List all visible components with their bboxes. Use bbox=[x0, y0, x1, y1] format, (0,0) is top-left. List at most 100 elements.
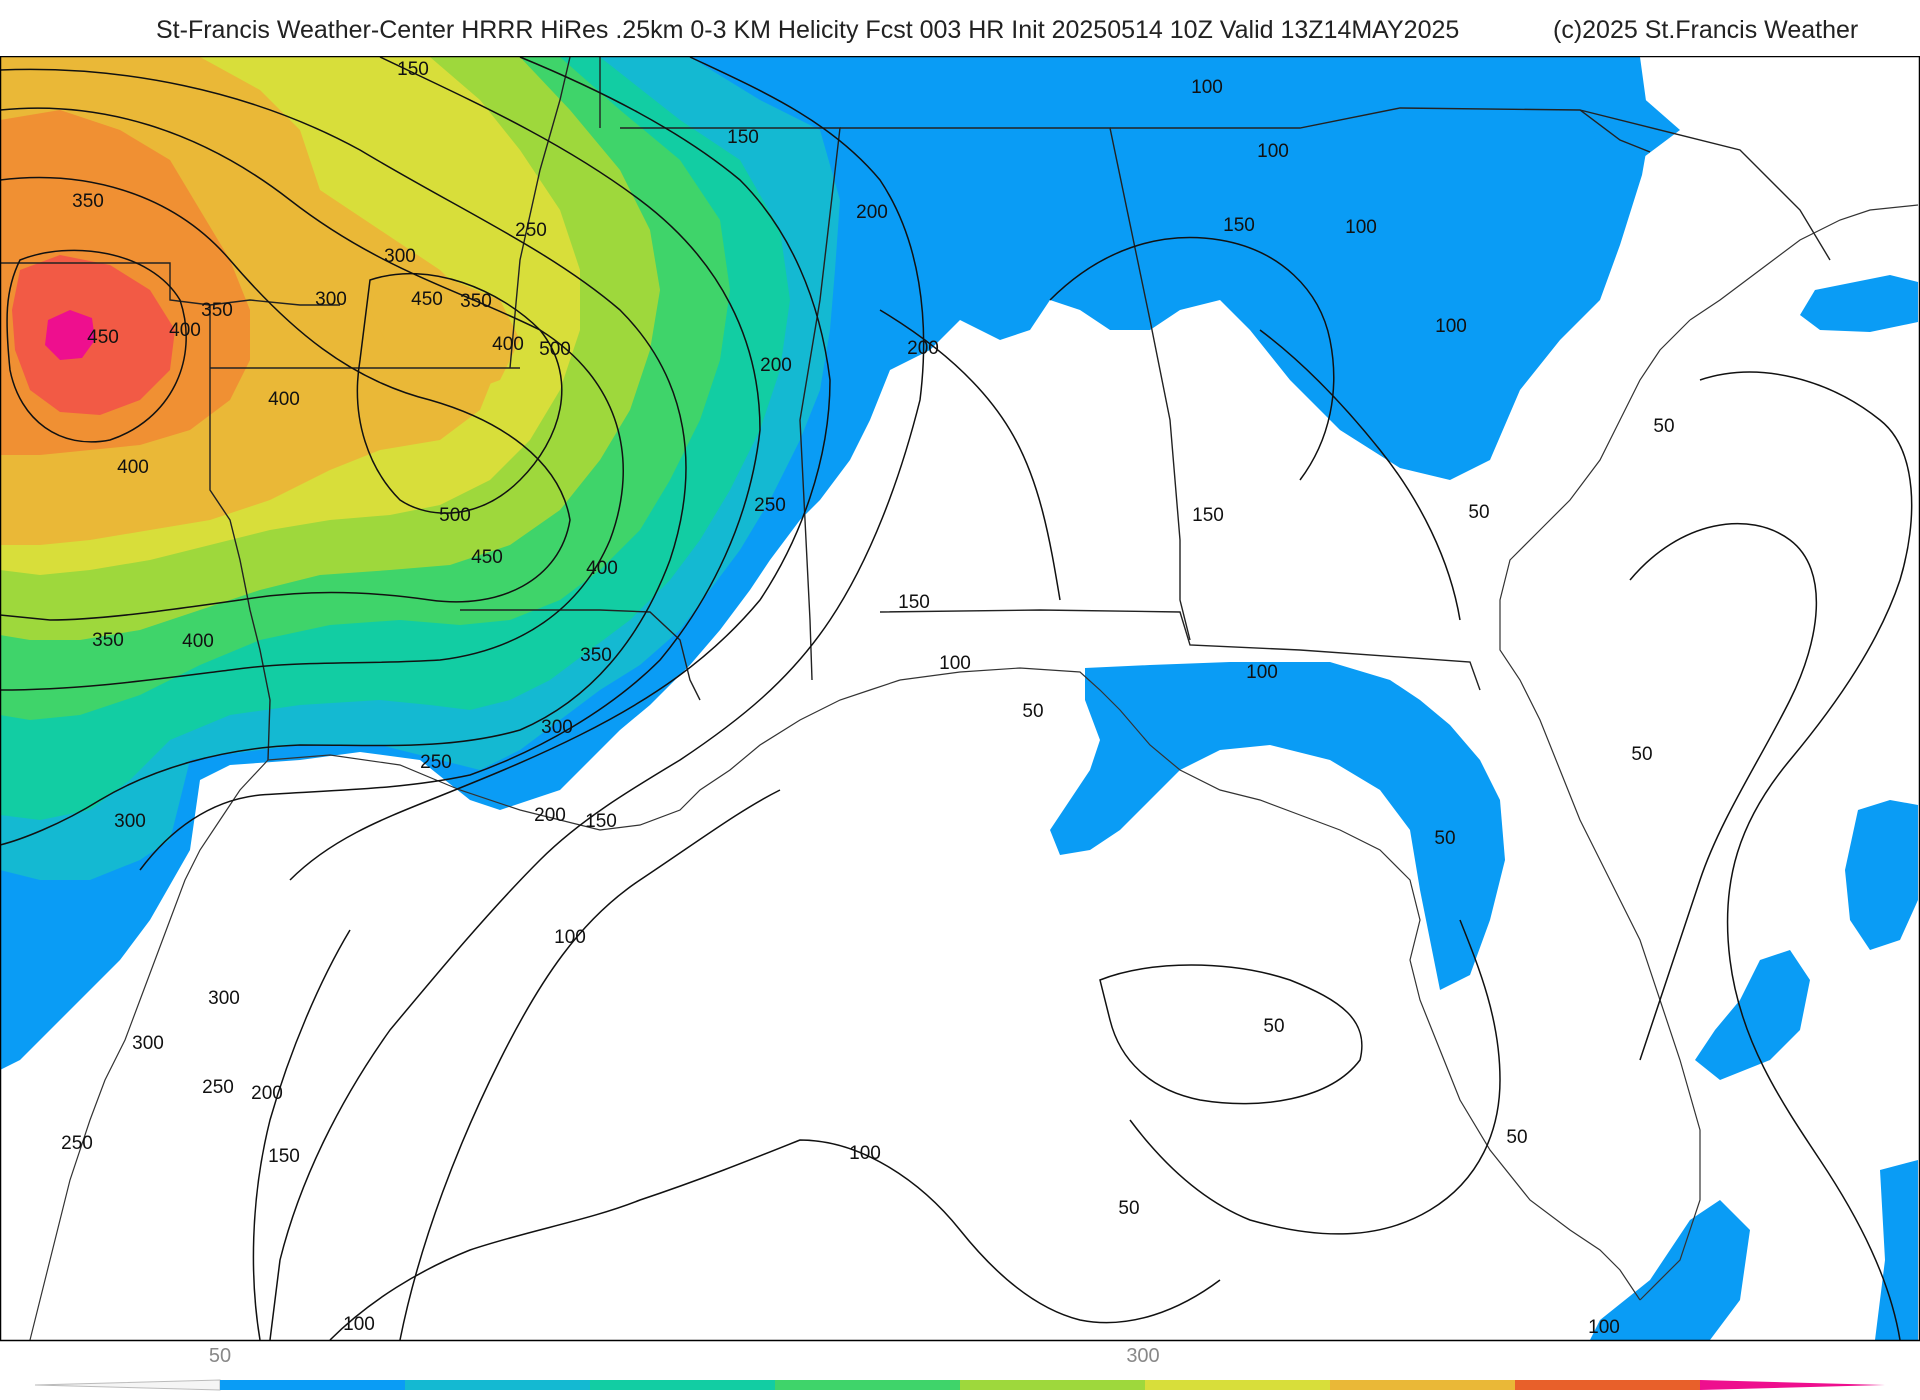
contour-label: 150 bbox=[585, 811, 617, 832]
coast-texas bbox=[29, 759, 269, 1341]
coast-florida-atlantic bbox=[1499, 319, 1701, 1301]
contour-label: 50 bbox=[1631, 744, 1652, 765]
colorbar-segment-2 bbox=[405, 1380, 590, 1390]
contour-100-south bbox=[329, 1139, 1221, 1341]
contour-150 bbox=[269, 56, 925, 1341]
contour-label: 400 bbox=[117, 457, 149, 478]
contour-label: 150 bbox=[1192, 505, 1224, 526]
contour-label: 50 bbox=[1653, 416, 1674, 437]
border-alabama-florida bbox=[879, 609, 1481, 691]
contour-label: 450 bbox=[411, 289, 443, 310]
contour-50-florida bbox=[1129, 919, 1501, 1235]
contour-label: 100 bbox=[1435, 316, 1467, 337]
contour-label: 50 bbox=[1468, 502, 1489, 523]
contour-label: 200 bbox=[251, 1083, 283, 1104]
contour-50-georgia bbox=[1259, 329, 1461, 621]
contour-150-gulf bbox=[252, 929, 351, 1341]
contour-label: 300 bbox=[114, 811, 146, 832]
band-50-100-atlantic-mid bbox=[1695, 950, 1810, 1080]
colorbar-segment-5 bbox=[960, 1380, 1145, 1390]
contour-label: 50 bbox=[1263, 1016, 1284, 1037]
colorbar-segment-4 bbox=[775, 1380, 960, 1390]
colorbar-left-arrow bbox=[34, 1379, 221, 1391]
coast-louisiana bbox=[267, 679, 901, 831]
contour-label: 400 bbox=[169, 320, 201, 341]
border-mississippi bbox=[620, 127, 841, 681]
contour-label: 350 bbox=[580, 645, 612, 666]
border-georgia-sc bbox=[1110, 107, 1651, 153]
contour-label: 250 bbox=[420, 752, 452, 773]
band-50-100-atlantic-east bbox=[1845, 800, 1918, 950]
contour-label: 350 bbox=[92, 630, 124, 651]
contour-350 bbox=[0, 107, 624, 691]
contour-label: 100 bbox=[343, 1314, 375, 1335]
contour-label: 150 bbox=[268, 1146, 300, 1167]
contour-label: 250 bbox=[202, 1077, 234, 1098]
state-borders bbox=[0, 56, 1831, 761]
band-50-100-florida bbox=[1050, 662, 1505, 990]
contour-label: 250 bbox=[515, 220, 547, 241]
contour-label: 500 bbox=[539, 339, 571, 360]
contour-label: 300 bbox=[315, 289, 347, 310]
colorbar-right-arrow bbox=[1700, 1380, 1885, 1390]
contour-label: 150 bbox=[727, 127, 759, 148]
colorbar-label-50: 50 bbox=[209, 1345, 231, 1367]
contour-label: 150 bbox=[898, 592, 930, 613]
contour-labels: 150 350 250 300 300 350 450 400 450 350 … bbox=[61, 59, 1674, 1338]
contour-400 bbox=[0, 176, 571, 621]
contour-label: 400 bbox=[492, 334, 524, 355]
contour-lines bbox=[0, 56, 1913, 1341]
contour-100-gulf-west bbox=[399, 789, 781, 1341]
band-350-400-blob bbox=[370, 275, 520, 395]
band-50-100-far-southeast bbox=[1875, 1160, 1918, 1340]
contour-label: 250 bbox=[61, 1133, 93, 1154]
coastlines bbox=[29, 204, 1919, 1341]
map-title: St-Francis Weather-Center HRRR HiRes .25… bbox=[156, 16, 1460, 44]
contour-label: 100 bbox=[1588, 1317, 1620, 1338]
contour-label: 100 bbox=[1345, 217, 1377, 238]
header: St-Francis Weather-Center HRRR HiRes .25… bbox=[0, 12, 1920, 54]
contour-label: 300 bbox=[132, 1033, 164, 1054]
contour-label: 500 bbox=[439, 505, 471, 526]
helicity-map: 150 350 250 300 300 350 450 400 450 350 … bbox=[0, 56, 1920, 1342]
contour-label: 350 bbox=[72, 191, 104, 212]
band-50-100-mexico-south bbox=[0, 880, 80, 1060]
contour-label: 50 bbox=[1506, 1127, 1527, 1148]
contour-label: 450 bbox=[87, 327, 119, 348]
colorbar-segment-6 bbox=[1145, 1380, 1330, 1390]
contour-250 bbox=[139, 56, 761, 871]
border-sc-nc bbox=[1579, 109, 1831, 261]
band-50-100-carolina-coast bbox=[1800, 275, 1918, 332]
contour-label: 200 bbox=[760, 355, 792, 376]
border-louisiana-mississippi bbox=[460, 609, 701, 701]
contour-label: 50 bbox=[1118, 1198, 1139, 1219]
colorbar: 50 300 bbox=[34, 1345, 1885, 1391]
contour-label: 100 bbox=[1257, 141, 1289, 162]
contour-label: 350 bbox=[460, 291, 492, 312]
contour-50-atlantic bbox=[1699, 371, 1913, 1341]
colorbar-segment-3 bbox=[590, 1380, 775, 1390]
contour-label: 300 bbox=[208, 988, 240, 1009]
contour-label: 150 bbox=[397, 59, 429, 80]
border-arkansas-east bbox=[509, 56, 571, 369]
contour-label: 150 bbox=[1223, 215, 1255, 236]
contour-label: 100 bbox=[554, 927, 586, 948]
contour-label: 200 bbox=[907, 338, 939, 359]
contour-450 bbox=[6, 249, 187, 443]
contour-150-alabama bbox=[879, 309, 1061, 601]
contour-label: 400 bbox=[268, 389, 300, 410]
colorbar-segment-7 bbox=[1330, 1380, 1515, 1390]
contour-50-atlantic-inner bbox=[1629, 522, 1817, 1061]
coast-atlantic-north bbox=[1689, 204, 1919, 321]
contour-label: 100 bbox=[1191, 77, 1223, 98]
contour-label: 250 bbox=[754, 495, 786, 516]
contour-label: 50 bbox=[1022, 701, 1043, 722]
contour-label: 100 bbox=[1246, 662, 1278, 683]
contour-label: 100 bbox=[939, 653, 971, 674]
coast-florida-panhandle bbox=[899, 667, 1641, 1301]
band-50-100-northeast-patch bbox=[1580, 95, 1680, 160]
contour-label: 350 bbox=[201, 300, 233, 321]
copyright: (c)2025 St.Francis Weather bbox=[1553, 16, 1859, 44]
contour-100-georgia bbox=[1049, 236, 1335, 481]
band-500-plus bbox=[45, 310, 95, 360]
